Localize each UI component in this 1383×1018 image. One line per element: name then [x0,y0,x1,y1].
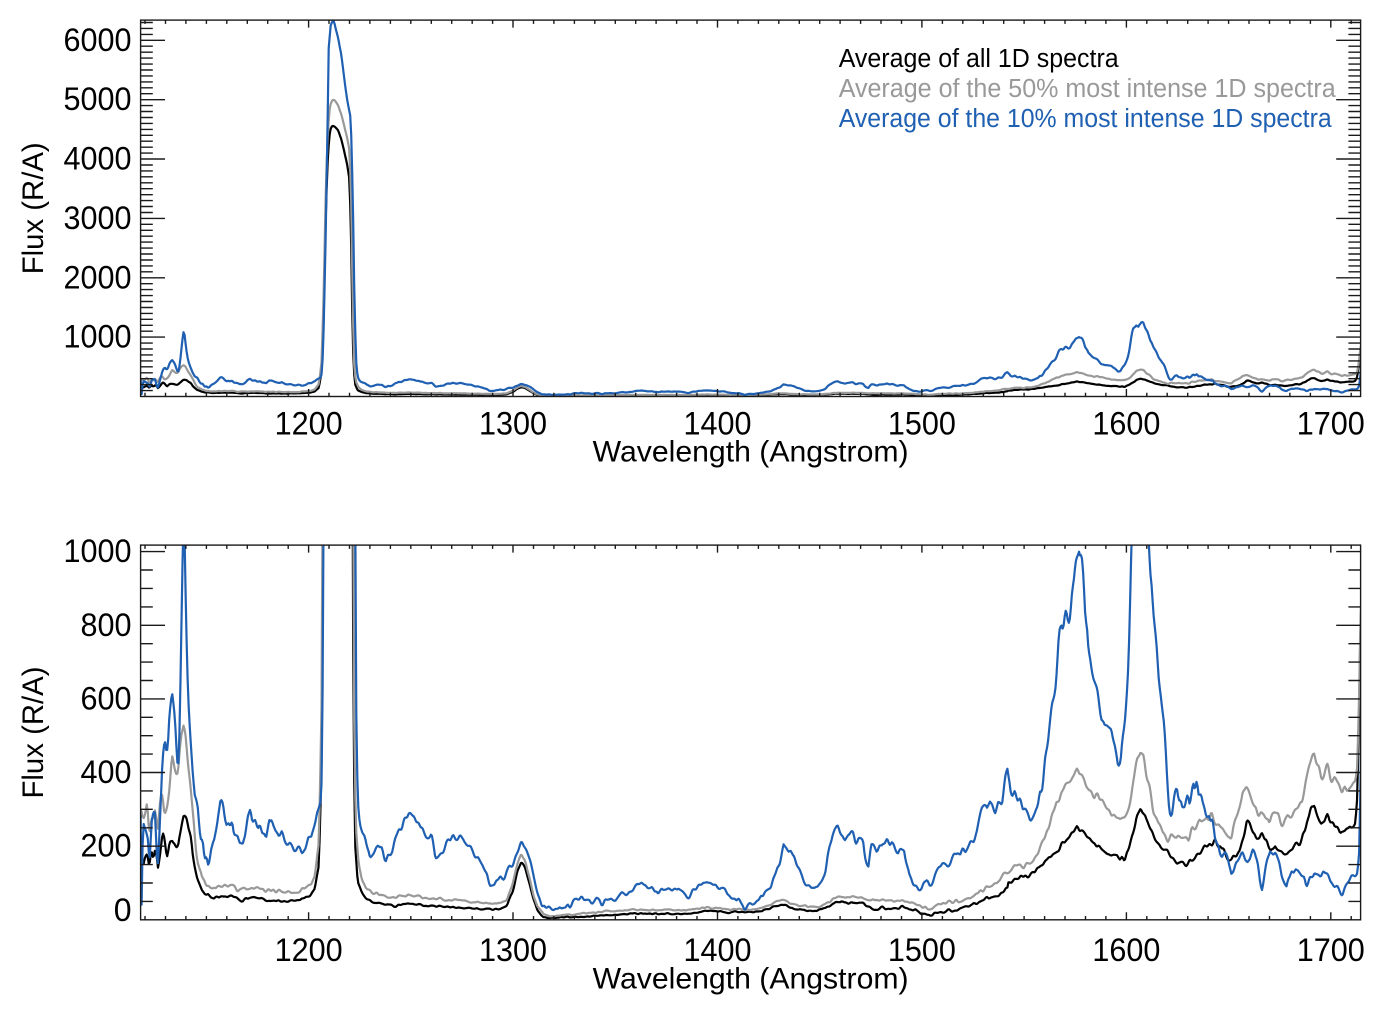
svg-text:Wavelength (Angstrom): Wavelength (Angstrom) [593,963,909,996]
svg-text:1500: 1500 [888,932,956,968]
svg-text:Average of the 10% most intens: Average of the 10% most intense 1D spect… [839,105,1333,133]
svg-text:0: 0 [114,892,132,928]
svg-text:Average of all 1D spectra: Average of all 1D spectra [839,45,1120,73]
svg-text:5000: 5000 [64,81,132,117]
svg-text:1400: 1400 [683,932,751,968]
svg-text:2000: 2000 [64,259,132,295]
svg-text:1200: 1200 [275,406,343,442]
svg-text:800: 800 [81,607,132,643]
svg-text:1200: 1200 [275,932,343,968]
svg-text:200: 200 [81,828,132,864]
svg-text:1700: 1700 [1297,406,1365,442]
svg-text:Flux (R/A): Flux (R/A) [17,667,50,799]
svg-text:1400: 1400 [683,406,751,442]
svg-text:600: 600 [81,680,132,716]
svg-text:3000: 3000 [64,200,132,236]
svg-text:1000: 1000 [64,533,132,569]
svg-text:1000: 1000 [64,319,132,355]
svg-text:Average of the 50% most intens: Average of the 50% most intense 1D spect… [839,75,1337,103]
svg-text:6000: 6000 [64,22,132,58]
svg-text:4000: 4000 [64,141,132,177]
svg-text:1700: 1700 [1297,932,1365,968]
svg-text:Wavelength (Angstrom): Wavelength (Angstrom) [593,436,909,469]
svg-text:400: 400 [81,754,132,790]
svg-text:Flux (R/A): Flux (R/A) [17,142,50,274]
svg-text:1300: 1300 [479,932,547,968]
svg-text:1300: 1300 [479,406,547,442]
svg-text:1600: 1600 [1092,932,1160,968]
svg-text:1500: 1500 [888,406,956,442]
svg-text:1600: 1600 [1092,406,1160,442]
